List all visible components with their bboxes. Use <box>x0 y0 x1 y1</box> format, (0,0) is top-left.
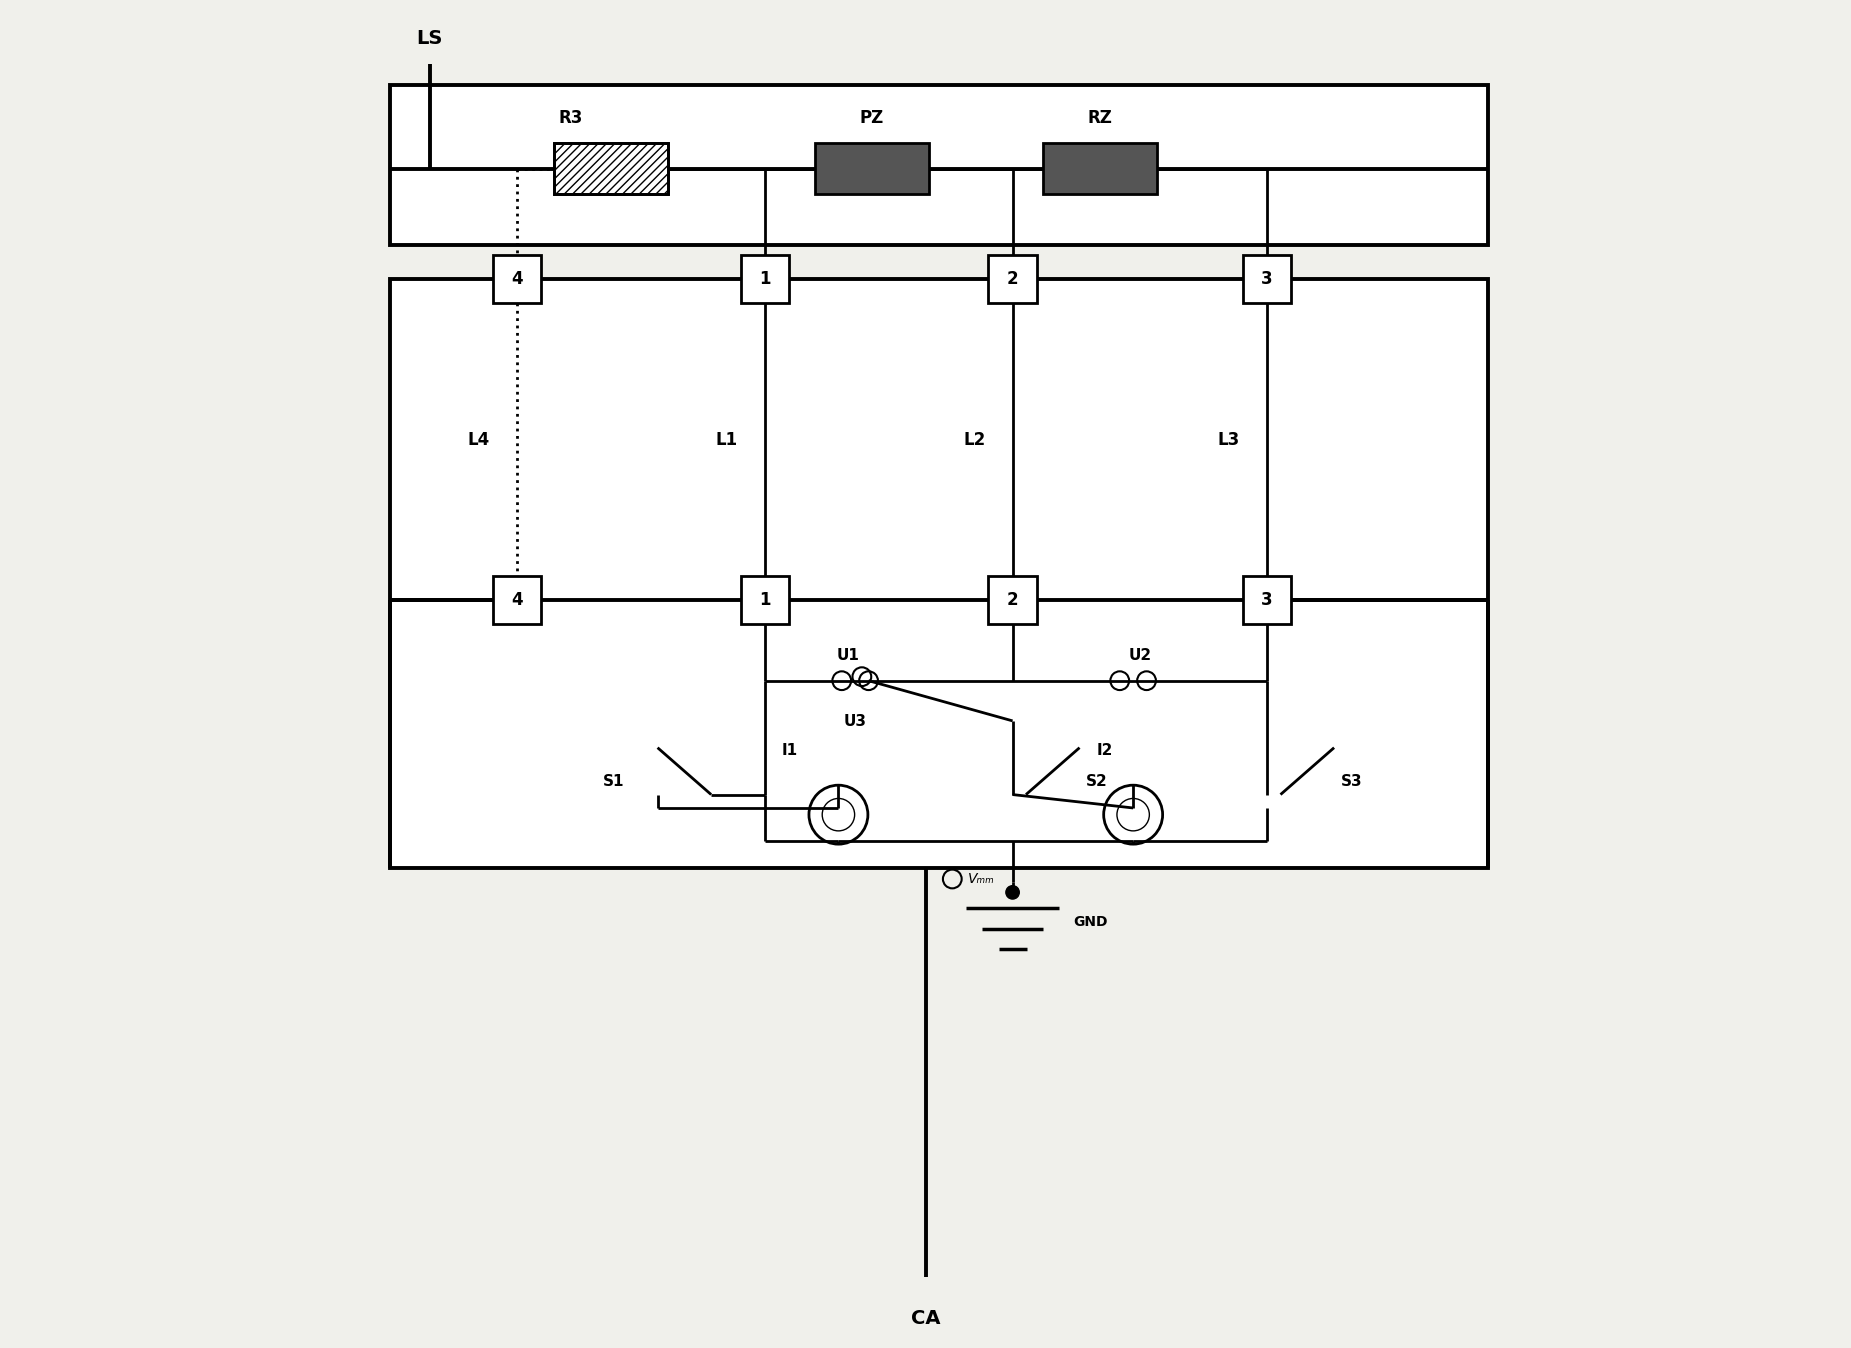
Text: U3: U3 <box>844 714 866 729</box>
Bar <box>740 576 789 624</box>
Text: 2: 2 <box>1007 592 1018 609</box>
Text: U1: U1 <box>837 648 861 663</box>
Text: GND: GND <box>1074 915 1107 929</box>
Text: 3: 3 <box>1261 270 1273 288</box>
Bar <box>492 255 540 303</box>
Text: S3: S3 <box>1340 774 1362 789</box>
Bar <box>553 143 668 194</box>
Text: L3: L3 <box>1218 430 1240 449</box>
Text: 2: 2 <box>1007 270 1018 288</box>
Text: 4: 4 <box>511 270 522 288</box>
Text: 3: 3 <box>1261 592 1273 609</box>
Bar <box>389 279 1488 868</box>
Text: L2: L2 <box>963 430 985 449</box>
Text: PZ: PZ <box>859 109 885 128</box>
Text: CA: CA <box>911 1309 940 1328</box>
Text: I2: I2 <box>1098 743 1112 759</box>
Bar <box>492 576 540 624</box>
Bar <box>1042 143 1157 194</box>
Text: S1: S1 <box>603 774 624 789</box>
Text: I1: I1 <box>783 743 798 759</box>
Text: 1: 1 <box>759 592 770 609</box>
Text: RZ: RZ <box>1087 109 1112 128</box>
Text: L4: L4 <box>466 430 489 449</box>
Bar <box>1244 255 1292 303</box>
Text: LS: LS <box>416 30 442 49</box>
Circle shape <box>1005 886 1020 899</box>
Text: 4: 4 <box>511 592 522 609</box>
Bar <box>814 143 929 194</box>
Text: 1: 1 <box>759 270 770 288</box>
Bar <box>740 255 789 303</box>
Bar <box>988 576 1037 624</box>
Bar <box>553 143 668 194</box>
Text: Vₘₘ: Vₘₘ <box>968 872 996 886</box>
Text: L1: L1 <box>714 430 737 449</box>
Text: U2: U2 <box>1129 648 1151 663</box>
Bar <box>389 85 1488 245</box>
Bar <box>1244 576 1292 624</box>
Bar <box>988 255 1037 303</box>
Text: R3: R3 <box>559 109 583 128</box>
Text: S2: S2 <box>1087 774 1109 789</box>
